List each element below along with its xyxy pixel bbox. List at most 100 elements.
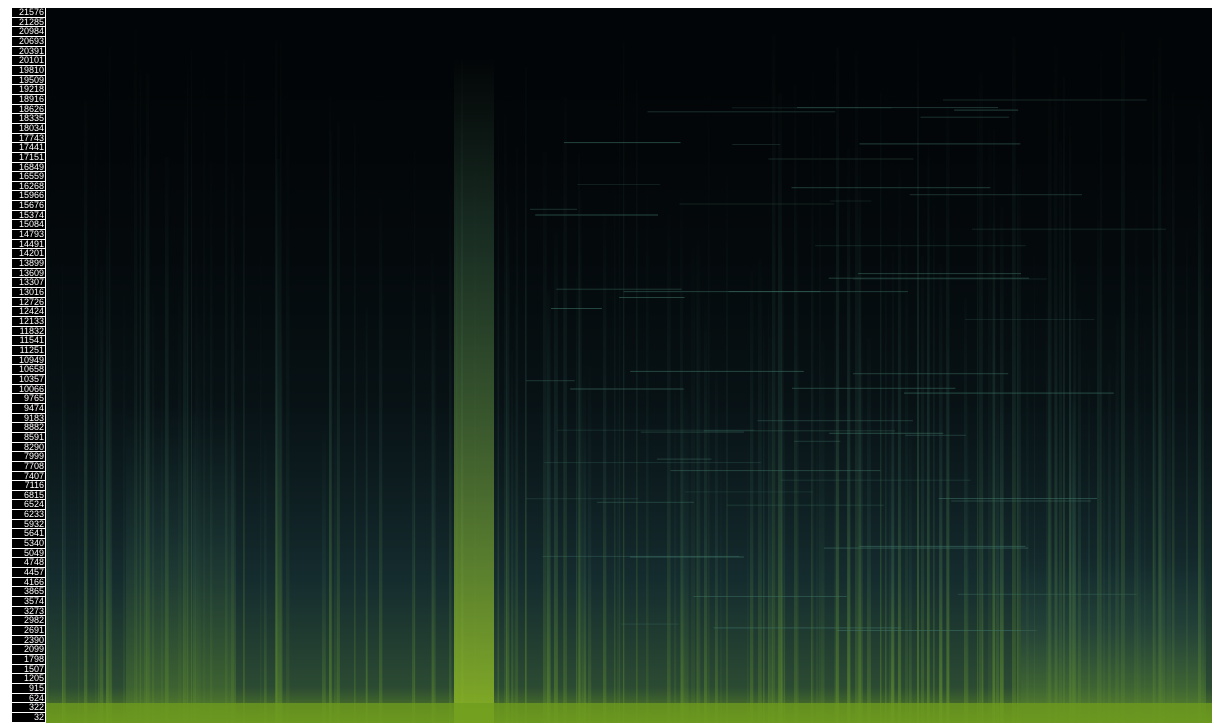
frequency-tick-label: 9183 bbox=[12, 414, 45, 424]
energy-streak bbox=[1088, 373, 1090, 723]
energy-streak bbox=[515, 291, 517, 723]
energy-streak bbox=[449, 198, 452, 723]
energy-streak bbox=[784, 415, 786, 723]
energy-streak bbox=[905, 233, 909, 723]
energy-streak bbox=[414, 149, 416, 723]
energy-streak bbox=[898, 244, 901, 723]
energy-streak bbox=[636, 79, 638, 723]
frequency-tick-label: 2982 bbox=[12, 616, 45, 626]
energy-streak bbox=[891, 399, 895, 723]
energy-streak bbox=[667, 214, 671, 723]
energy-streak bbox=[191, 49, 192, 723]
energy-streak bbox=[506, 203, 510, 723]
frequency-tick-label: 5641 bbox=[12, 529, 45, 540]
energy-streak bbox=[1055, 312, 1058, 723]
energy-streak bbox=[1135, 194, 1139, 723]
energy-streak bbox=[98, 285, 100, 723]
energy-streak bbox=[776, 266, 779, 723]
energy-streak bbox=[811, 208, 813, 723]
energy-streak bbox=[123, 294, 126, 723]
harmonic-line bbox=[792, 387, 956, 389]
energy-streak bbox=[1100, 51, 1103, 723]
harmonic-line bbox=[837, 630, 1037, 631]
harmonic-line bbox=[797, 107, 998, 109]
frequency-tick-label: 20391 bbox=[12, 47, 45, 57]
energy-streak bbox=[243, 60, 245, 723]
harmonic-line bbox=[703, 430, 895, 432]
energy-streak bbox=[139, 73, 141, 723]
energy-streak bbox=[977, 99, 979, 723]
energy-streak bbox=[516, 147, 519, 723]
energy-streak bbox=[917, 81, 919, 723]
energy-streak bbox=[1153, 51, 1155, 723]
energy-streak bbox=[603, 213, 607, 723]
harmonic-line bbox=[938, 498, 1097, 499]
energy-streak bbox=[329, 97, 332, 723]
energy-streak bbox=[78, 381, 80, 723]
energy-streak bbox=[187, 65, 189, 723]
harmonic-line bbox=[859, 143, 1021, 145]
frequency-tick-label: 19509 bbox=[12, 76, 45, 86]
frequency-tick-label: 322 bbox=[12, 703, 45, 713]
energy-streak bbox=[778, 93, 782, 723]
energy-streak bbox=[579, 190, 582, 723]
energy-streak bbox=[614, 190, 616, 723]
energy-streak bbox=[964, 297, 967, 723]
energy-streak bbox=[432, 294, 436, 723]
energy-streak bbox=[768, 303, 770, 723]
energy-streak bbox=[921, 255, 925, 723]
energy-streak bbox=[1201, 120, 1204, 723]
energy-streak bbox=[106, 214, 109, 723]
energy-streak bbox=[504, 106, 507, 723]
frequency-tick-label: 20693 bbox=[12, 37, 45, 47]
energy-streak bbox=[1172, 92, 1175, 723]
energy-streak bbox=[275, 129, 278, 723]
energy-streak bbox=[1059, 141, 1063, 723]
energy-streak bbox=[1144, 321, 1146, 723]
frequency-tick-label: 915 bbox=[12, 684, 45, 694]
harmonic-line bbox=[526, 498, 639, 500]
frequency-tick-label: 7116 bbox=[12, 481, 45, 491]
energy-streak bbox=[1097, 185, 1100, 723]
harmonic-line bbox=[577, 184, 661, 185]
energy-streak bbox=[933, 204, 935, 723]
energy-streak bbox=[140, 69, 142, 723]
frequency-tick-label: 20984 bbox=[12, 27, 45, 37]
energy-streak bbox=[646, 189, 649, 723]
energy-streak bbox=[1078, 309, 1081, 723]
energy-streak bbox=[1074, 262, 1077, 723]
energy-streak bbox=[848, 284, 849, 723]
energy-streak bbox=[697, 240, 701, 723]
harmonic-line bbox=[713, 627, 902, 629]
frequency-tick-label: 8290 bbox=[12, 443, 45, 453]
frequency-tick-label: 16559 bbox=[12, 172, 45, 182]
energy-streak bbox=[1000, 206, 1004, 723]
frequency-tick-label: 5340 bbox=[12, 539, 45, 549]
energy-streak bbox=[1116, 317, 1119, 723]
energy-streak bbox=[967, 396, 969, 723]
right-energy-region bbox=[1021, 558, 1206, 723]
frequency-tick-label: 14201 bbox=[12, 249, 45, 260]
harmonic-line bbox=[530, 208, 577, 210]
harmonic-line bbox=[542, 555, 740, 557]
frequency-tick-label: 14491 bbox=[12, 240, 45, 250]
frequency-tick-label: 9765 bbox=[12, 394, 45, 404]
harmonic-line bbox=[684, 491, 813, 493]
harmonic-line bbox=[830, 200, 872, 202]
energy-streak bbox=[794, 84, 797, 723]
energy-streak bbox=[322, 431, 326, 723]
harmonic-line bbox=[623, 291, 821, 293]
energy-streak bbox=[927, 263, 929, 723]
energy-streak bbox=[861, 352, 863, 723]
energy-streak bbox=[281, 331, 283, 723]
energy-streak bbox=[62, 374, 66, 723]
energy-streak bbox=[1121, 32, 1125, 723]
frequency-tick-label: 7407 bbox=[12, 472, 45, 482]
frequency-tick-label: 18626 bbox=[12, 105, 45, 115]
harmonic-line bbox=[794, 440, 841, 442]
energy-streak bbox=[769, 337, 773, 723]
frequency-tick-label: 32 bbox=[12, 713, 45, 723]
energy-streak bbox=[264, 434, 267, 723]
energy-streak bbox=[578, 153, 580, 723]
energy-streak bbox=[715, 368, 718, 723]
